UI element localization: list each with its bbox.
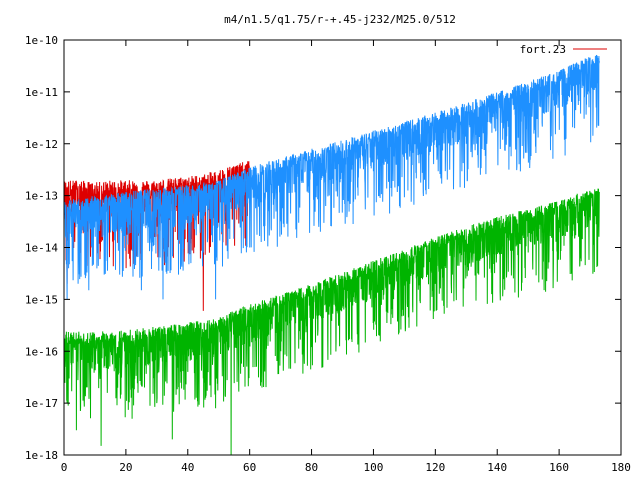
series-line-1 — [63, 161, 251, 311]
x-tick-label: 40 — [181, 461, 194, 474]
y-tick-label: 1e-12 — [25, 138, 58, 151]
series-line-2 — [63, 54, 600, 300]
x-tick-label: 160 — [549, 461, 569, 474]
y-tick-label: 1e-16 — [25, 345, 58, 358]
x-tick-label: 60 — [243, 461, 256, 474]
y-tick-label: 1e-18 — [25, 449, 58, 462]
y-tick-label: 1e-17 — [25, 397, 58, 410]
axis-ticks-group: 0 20 40 60 80 100 120 140 160 180 1e-18 1e-17 1e-16 1… — [25, 34, 631, 474]
chart-title: m4/n1.5/q1.75/r-+.45-j232/M25.0/512 — [224, 13, 456, 26]
y-tick-label: 1e-11 — [25, 86, 58, 99]
x-tick-label: 0 — [61, 461, 68, 474]
x-tick-label: 120 — [425, 461, 445, 474]
legend: fort.23 — [520, 43, 607, 56]
y-tick-label: 1e-13 — [25, 190, 58, 203]
x-tick-label: 140 — [487, 461, 507, 474]
y-tick-label: 1e-10 — [25, 34, 58, 47]
y-tick-label: 1e-14 — [25, 242, 58, 255]
x-tick-label: 20 — [119, 461, 132, 474]
x-tick-label: 180 — [611, 461, 631, 474]
x-tick-label: 100 — [364, 461, 384, 474]
legend-label-fort23: fort.23 — [520, 43, 566, 56]
y-tick-label: 1e-15 — [25, 293, 58, 306]
series-line-3 — [63, 188, 600, 456]
x-tick-label: 80 — [305, 461, 318, 474]
plot-series-group — [63, 54, 600, 456]
